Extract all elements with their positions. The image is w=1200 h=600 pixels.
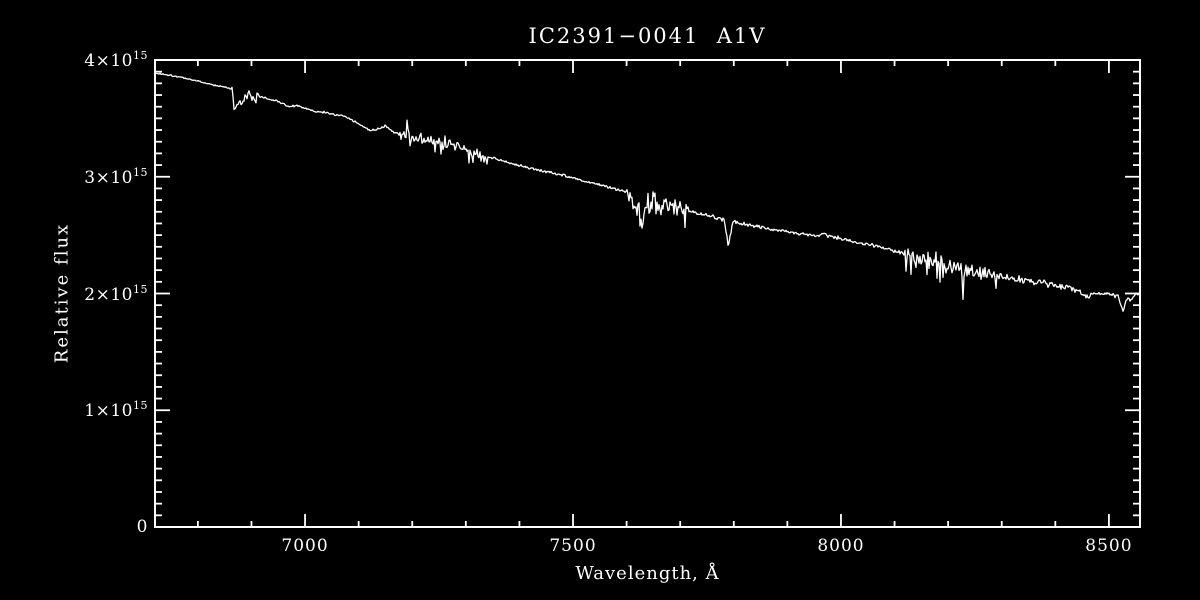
x-tick-label: 8500 <box>1085 536 1133 556</box>
y-tick-label: 0 <box>136 517 148 537</box>
y-tick-label: 3×1015 <box>84 165 148 188</box>
y-tick-label: 4×1015 <box>84 49 148 71</box>
chart-title: IC2391−0041 A1V <box>528 24 767 48</box>
y-axis-title: Relative flux <box>51 222 73 364</box>
x-axis-title: Wavelength, Å <box>575 563 720 584</box>
x-tick-label: 7000 <box>281 536 329 556</box>
plot-frame <box>154 59 1141 528</box>
y-tick-label: 1×1015 <box>84 399 148 422</box>
spectrum-line <box>154 72 1141 312</box>
y-tick-label: 2×1015 <box>84 282 148 305</box>
x-tick-label: 8000 <box>817 536 865 556</box>
x-tick-label: 7500 <box>549 536 597 556</box>
